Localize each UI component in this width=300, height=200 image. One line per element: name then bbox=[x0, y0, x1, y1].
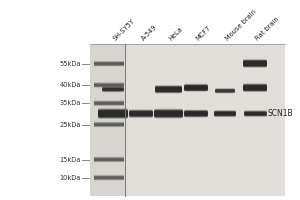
Text: HeLa: HeLa bbox=[168, 26, 184, 42]
Text: SCN1B: SCN1B bbox=[268, 109, 293, 118]
Text: 40kDa: 40kDa bbox=[59, 82, 81, 88]
Bar bbox=[90, 44, 124, 196]
Text: 15kDa: 15kDa bbox=[60, 157, 81, 163]
Text: Rat brain: Rat brain bbox=[255, 16, 281, 42]
Text: A-549: A-549 bbox=[141, 24, 159, 42]
Text: 25kDa: 25kDa bbox=[59, 122, 81, 128]
Bar bbox=[124, 44, 285, 196]
Text: 10kDa: 10kDa bbox=[60, 175, 81, 181]
Text: MCF7: MCF7 bbox=[195, 25, 212, 42]
Text: 55kDa: 55kDa bbox=[59, 61, 81, 67]
Text: Mouse brain: Mouse brain bbox=[224, 9, 258, 42]
Text: 35kDa: 35kDa bbox=[60, 100, 81, 106]
Text: SH-SY5Y: SH-SY5Y bbox=[112, 18, 136, 42]
